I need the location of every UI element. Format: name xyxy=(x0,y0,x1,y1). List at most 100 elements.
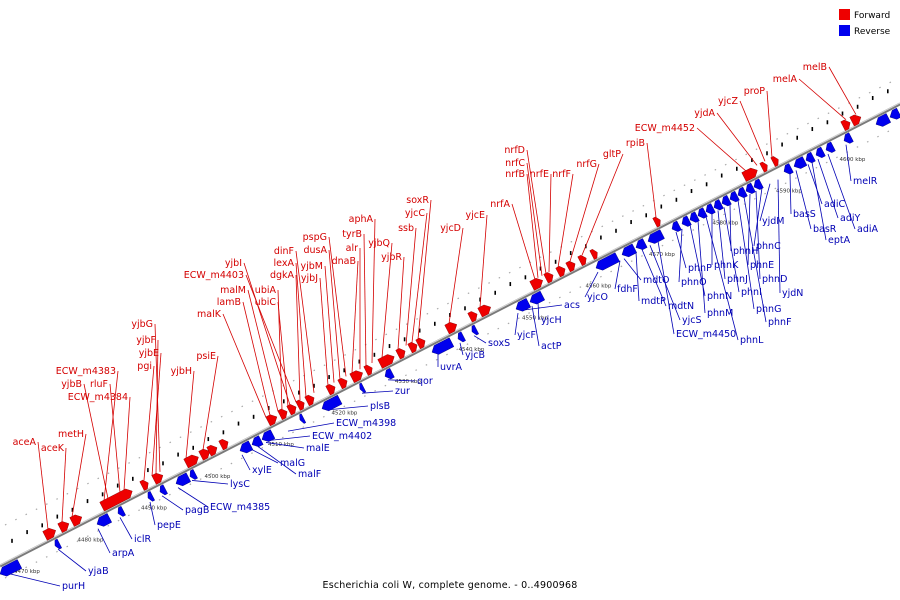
reverse-gene-label[interactable]: phnK xyxy=(714,260,739,271)
reverse-gene-label[interactable]: mdtO xyxy=(643,275,670,286)
forward-gene-label[interactable]: metH xyxy=(58,429,84,440)
reverse-gene-label[interactable]: uvrA xyxy=(440,362,463,373)
reverse-gene-arrow[interactable] xyxy=(728,190,740,204)
forward-gene-arrow[interactable] xyxy=(304,393,317,407)
forward-gene-arrow[interactable] xyxy=(759,161,770,173)
forward-gene-arrow[interactable] xyxy=(577,254,589,266)
reverse-gene-label[interactable]: malE xyxy=(306,443,330,454)
reverse-gene-label[interactable]: phnH xyxy=(733,246,758,257)
reverse-gene-label[interactable]: ECW_m4385 xyxy=(210,502,270,513)
reverse-gene-label[interactable]: mdtN xyxy=(668,301,694,312)
forward-gene-arrow[interactable] xyxy=(139,478,151,491)
reverse-gene-label[interactable]: phnL xyxy=(740,335,764,346)
reverse-gene-arrow[interactable] xyxy=(146,491,156,502)
reverse-gene-arrow[interactable] xyxy=(874,113,892,128)
reverse-gene-label[interactable]: fdhF xyxy=(617,284,638,295)
reverse-gene-arrow[interactable] xyxy=(174,472,192,488)
reverse-gene-label[interactable]: mdtP xyxy=(641,296,666,307)
forward-gene-label[interactable]: nrfB xyxy=(505,169,525,180)
forward-gene-arrow[interactable] xyxy=(363,363,375,376)
reverse-gene-label[interactable]: phnN xyxy=(707,291,732,302)
reverse-gene-arrow[interactable] xyxy=(430,337,455,357)
forward-gene-arrow[interactable] xyxy=(555,264,568,278)
reverse-gene-arrow[interactable] xyxy=(358,382,367,394)
reverse-gene-label[interactable]: phnE xyxy=(750,260,774,271)
reverse-gene-label[interactable]: xylE xyxy=(252,465,272,476)
reverse-gene-arrow[interactable] xyxy=(250,435,264,449)
reverse-gene-label[interactable]: yjcF xyxy=(517,330,536,341)
reverse-gene-arrow[interactable] xyxy=(824,141,836,155)
forward-gene-label[interactable]: pgi xyxy=(137,361,152,372)
forward-gene-label[interactable]: malM xyxy=(220,285,246,296)
forward-gene-arrow[interactable] xyxy=(286,403,299,416)
forward-gene-arrow[interactable] xyxy=(69,513,84,527)
forward-gene-label[interactable]: ubiA xyxy=(255,285,277,296)
reverse-gene-label[interactable]: adiC xyxy=(824,199,845,210)
reverse-gene-label[interactable]: phnF xyxy=(768,317,792,328)
reverse-gene-label[interactable]: iclR xyxy=(134,534,152,545)
reverse-gene-label[interactable]: malG xyxy=(280,458,305,469)
forward-gene-label[interactable]: melB xyxy=(803,62,827,73)
reverse-gene-label[interactable]: phnP xyxy=(688,263,712,274)
reverse-gene-arrow[interactable] xyxy=(842,132,854,146)
forward-gene-arrow[interactable] xyxy=(741,166,760,182)
reverse-gene-arrow[interactable] xyxy=(116,505,126,518)
forward-gene-label[interactable]: proP xyxy=(744,86,766,97)
reverse-gene-arrow[interactable] xyxy=(680,215,692,229)
forward-gene-label[interactable]: yjbH xyxy=(171,366,192,377)
reverse-gene-label[interactable]: pepE xyxy=(157,520,181,531)
forward-gene-label[interactable]: nrfA xyxy=(490,199,510,210)
forward-gene-label[interactable]: dinF xyxy=(274,246,294,257)
reverse-gene-arrow[interactable] xyxy=(95,513,113,528)
reverse-gene-label[interactable]: phnI xyxy=(741,287,762,298)
reverse-gene-label[interactable]: basS xyxy=(793,209,816,220)
reverse-gene-arrow[interactable] xyxy=(704,203,716,216)
reverse-gene-label[interactable]: plsB xyxy=(370,401,390,412)
forward-gene-label[interactable]: ssb xyxy=(398,223,414,234)
forward-gene-arrow[interactable] xyxy=(840,118,853,131)
reverse-gene-label[interactable]: basR xyxy=(813,224,837,235)
forward-gene-label[interactable]: yjbF xyxy=(136,335,156,346)
forward-gene-arrow[interactable] xyxy=(57,519,71,533)
forward-gene-label[interactable]: ubiC xyxy=(255,297,277,308)
reverse-gene-arrow[interactable] xyxy=(158,484,168,497)
reverse-gene-label[interactable]: pagB xyxy=(185,505,209,516)
forward-gene-label[interactable]: dusA xyxy=(304,245,328,256)
forward-gene-label[interactable]: yjcZ xyxy=(718,96,738,107)
reverse-gene-label[interactable]: qor xyxy=(417,376,433,387)
reverse-gene-arrow[interactable] xyxy=(888,107,900,121)
forward-gene-label[interactable]: aceA xyxy=(13,437,37,448)
reverse-gene-label[interactable]: adiA xyxy=(857,224,878,235)
forward-gene-arrow[interactable] xyxy=(543,271,556,284)
forward-gene-label[interactable]: gltP xyxy=(603,149,621,160)
reverse-gene-arrow[interactable] xyxy=(456,331,466,344)
reverse-gene-arrow[interactable] xyxy=(514,298,532,313)
reverse-gene-label[interactable]: purH xyxy=(62,581,85,592)
reverse-gene-arrow[interactable] xyxy=(804,151,816,165)
forward-gene-label[interactable]: psiE xyxy=(196,351,216,362)
reverse-gene-label[interactable]: soxS xyxy=(488,338,510,349)
reverse-gene-label[interactable]: phnD xyxy=(762,274,787,285)
forward-gene-label[interactable]: ECW_m4403 xyxy=(184,270,244,281)
reverse-gene-label[interactable]: adiY xyxy=(840,213,860,224)
reverse-gene-label[interactable]: yjdM xyxy=(762,216,785,227)
forward-gene-arrow[interactable] xyxy=(529,276,545,291)
forward-gene-arrow[interactable] xyxy=(277,407,290,420)
forward-gene-arrow[interactable] xyxy=(770,155,781,167)
forward-gene-label[interactable]: yjbB xyxy=(61,379,82,390)
forward-gene-label[interactable]: dgkA xyxy=(270,270,295,281)
forward-gene-label[interactable]: nrfG xyxy=(576,159,597,170)
reverse-gene-arrow[interactable] xyxy=(53,538,63,550)
forward-gene-arrow[interactable] xyxy=(218,437,231,451)
forward-gene-arrow[interactable] xyxy=(99,487,135,512)
forward-gene-arrow[interactable] xyxy=(444,320,459,335)
reverse-gene-arrow[interactable] xyxy=(634,238,648,252)
reverse-gene-label[interactable]: yjdN xyxy=(782,288,803,299)
forward-gene-label[interactable]: dnaB xyxy=(332,256,356,267)
reverse-gene-label[interactable]: actP xyxy=(541,341,562,352)
reverse-gene-arrow[interactable] xyxy=(688,211,700,225)
forward-gene-arrow[interactable] xyxy=(295,398,307,411)
reverse-gene-arrow[interactable] xyxy=(752,178,764,192)
forward-gene-label[interactable]: lexA xyxy=(274,258,295,269)
forward-gene-arrow[interactable] xyxy=(206,443,220,457)
